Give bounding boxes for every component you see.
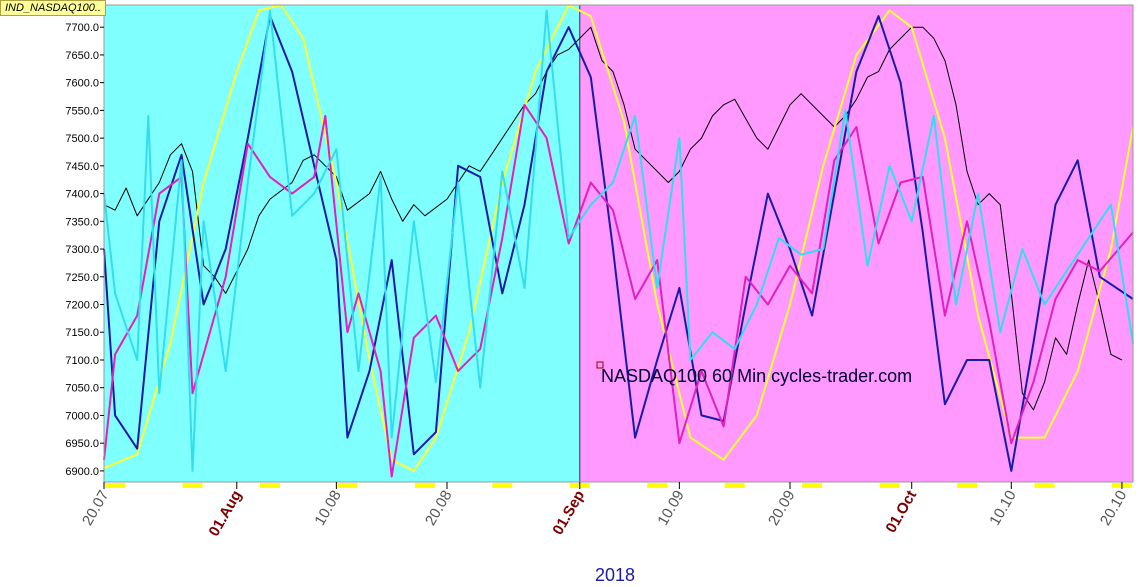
y-tick-label: 7500.0 <box>65 133 99 145</box>
y-tick-label: 7550.0 <box>65 105 99 117</box>
chart-watermark: NASDAQ100 60 Min cycles-trader.com <box>601 366 912 386</box>
y-tick-label: 7400.0 <box>65 189 99 201</box>
date-marker <box>802 483 823 488</box>
x-tick-label: 01.Sep <box>549 488 588 538</box>
x-tick-label: 10.10 <box>986 488 1019 529</box>
x-tick-label: 20.08 <box>422 488 455 529</box>
y-tick-label: 7650.0 <box>65 50 99 62</box>
plot-frame <box>103 4 1134 483</box>
x-tick-label-group: 20.07 <box>79 488 112 529</box>
date-marker <box>879 483 900 488</box>
date-marker <box>105 483 126 488</box>
y-tick-label: 7000.0 <box>65 410 99 422</box>
x-tick-label-group: 20.09 <box>765 488 798 529</box>
y-tick-label: 7300.0 <box>65 244 99 256</box>
x-tick-label: 20.07 <box>79 488 112 529</box>
date-marker <box>647 483 668 488</box>
phase-band-a <box>104 5 580 482</box>
x-tick-label: 20.09 <box>765 488 798 529</box>
series-line-cyan_cycle <box>103 9 1134 472</box>
y-tick-label: 7350.0 <box>65 216 99 228</box>
series-line-price <box>103 26 1123 411</box>
x-tick-label: 01.Aug <box>206 488 246 540</box>
phase-band-b <box>579 5 1133 482</box>
year-label: 2018 <box>595 565 635 585</box>
y-tick-label: 6950.0 <box>65 438 99 450</box>
symbol-tag[interactable]: IND_NASDAQ100.. <box>0 0 106 16</box>
series-line-magenta_cycle <box>103 103 1134 478</box>
date-marker <box>957 483 978 488</box>
x-tick-label-group: 01.Sep <box>549 488 588 538</box>
y-tick-label: 7250.0 <box>65 272 99 284</box>
date-marker <box>492 483 513 488</box>
x-tick-label-group: 20.10 <box>1097 488 1130 529</box>
x-tick-label-group: 10.10 <box>986 488 1019 529</box>
y-tick-label: 7200.0 <box>65 300 99 312</box>
y-tick-label: 7450.0 <box>65 161 99 173</box>
date-marker <box>259 483 280 488</box>
y-tick-label: 6900.0 <box>65 466 99 478</box>
x-tick-label: 20.10 <box>1097 488 1130 529</box>
date-marker <box>337 483 358 488</box>
x-tick-label-group: 20.08 <box>422 488 455 529</box>
x-tick-label-group: 01.Aug <box>206 488 246 540</box>
y-tick-label: 7700.0 <box>65 22 99 34</box>
watermark-anchor <box>596 361 604 369</box>
date-marker <box>1034 483 1055 488</box>
y-tick-label: 7600.0 <box>65 78 99 90</box>
x-tick-label: 10.09 <box>654 488 687 529</box>
x-tick-label: 10.08 <box>311 488 344 529</box>
date-marker <box>182 483 203 488</box>
series-line-yellow_cycle <box>103 4 1134 472</box>
y-tick-label: 7150.0 <box>65 327 99 339</box>
x-tick-label: 01.Oct <box>883 487 921 535</box>
x-tick-label-group: 10.09 <box>654 488 687 529</box>
x-tick-label-group: 10.08 <box>311 488 344 529</box>
x-tick-label-group: 01.Oct <box>883 487 921 535</box>
y-tick-label: 7050.0 <box>65 383 99 395</box>
date-marker <box>724 483 745 488</box>
series-layer <box>103 4 1134 478</box>
y-tick-label: 7100.0 <box>65 355 99 367</box>
date-marker <box>414 483 435 488</box>
